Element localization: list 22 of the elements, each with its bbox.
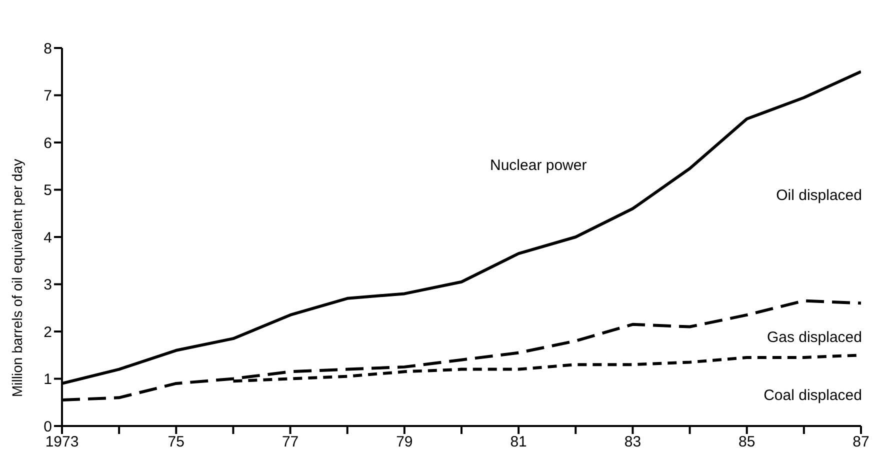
x-tick-label: 85	[738, 434, 756, 451]
x-tick-label: 79	[396, 434, 413, 451]
x-tick-label: 75	[168, 434, 184, 451]
y-tick-label: 1	[44, 371, 52, 388]
y-tick-label: 6	[44, 134, 52, 152]
y-tick-label: 3	[44, 276, 52, 294]
y-tick-label: 4	[44, 229, 52, 246]
y-tick-label: 7	[44, 88, 52, 105]
x-tick-label: 1973	[45, 434, 79, 451]
annotation: Coal displaced	[764, 387, 862, 404]
y-tick-label: 5	[44, 182, 52, 200]
x-tick-label: 87	[852, 434, 870, 451]
y-tick-label: 0	[44, 418, 52, 436]
y-tick-label: 8	[44, 40, 52, 58]
y-axis-title: Million barrels of oil equivalent per day	[8, 158, 25, 397]
x-tick-label: 81	[510, 434, 527, 451]
annotation: Oil displaced	[776, 187, 862, 204]
annotation: Gas displaced	[766, 329, 862, 346]
x-tick-label: 83	[624, 434, 642, 451]
annotation: Nuclear power	[490, 157, 587, 174]
y-tick-label: 2	[44, 324, 52, 341]
x-tick-label: 77	[282, 434, 299, 451]
